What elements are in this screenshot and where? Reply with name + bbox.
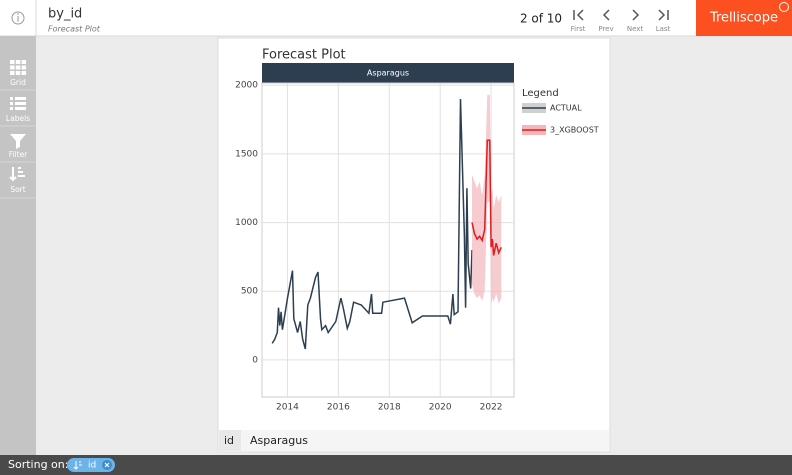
sidebar bbox=[0, 36, 36, 455]
legend-title: Legend bbox=[522, 88, 559, 99]
grid-icon-cell bbox=[10, 65, 15, 70]
y-tick-label: 500 bbox=[241, 287, 258, 297]
next-icon[interactable] bbox=[632, 9, 640, 21]
prev-icon[interactable] bbox=[602, 9, 610, 21]
info-icon[interactable] bbox=[11, 11, 25, 25]
sidebar-label[interactable]: Labels bbox=[6, 114, 30, 123]
grid-icon[interactable] bbox=[10, 60, 27, 75]
grid-icon-cell bbox=[15, 65, 21, 70]
strip-label: Asparagus bbox=[367, 69, 409, 78]
grid-icon-cell bbox=[10, 71, 15, 75]
brand-button[interactable] bbox=[696, 0, 792, 36]
info-icon-dot bbox=[17, 13, 19, 15]
chip-remove-x bbox=[104, 462, 110, 468]
labels-icon[interactable] bbox=[10, 97, 26, 110]
x-tick-label: 2016 bbox=[327, 403, 350, 413]
panel-label-value: Asparagus bbox=[250, 434, 308, 447]
sidebar-label[interactable]: Grid bbox=[10, 78, 26, 87]
nav-label[interactable]: Last bbox=[656, 25, 671, 33]
chart: Forecast Plot Asparagus 0 500 1000 1500 2000 20… bbox=[235, 48, 599, 413]
help-icon[interactable] bbox=[779, 2, 789, 12]
series-line bbox=[471, 139, 502, 256]
x-tick-label: 2014 bbox=[276, 403, 299, 413]
grid-icon-cell bbox=[21, 71, 27, 75]
filter-icon[interactable] bbox=[10, 134, 26, 149]
header-bar bbox=[0, 0, 792, 36]
display-subtitle: Forecast Plot bbox=[48, 25, 101, 34]
chip-sort-icon bbox=[73, 461, 82, 470]
sidebar-label[interactable]: Sort bbox=[10, 185, 25, 194]
legend-label: 3_XGBOOST bbox=[550, 126, 599, 135]
chart-title: Forecast Plot bbox=[262, 48, 346, 63]
panel-label-row bbox=[219, 430, 609, 451]
brand[interactable]: Trelliscope bbox=[709, 11, 778, 26]
x-tick-label: 2020 bbox=[429, 403, 452, 413]
sort-icon[interactable] bbox=[9, 167, 25, 182]
legend-label: ACTUAL bbox=[550, 104, 582, 113]
footer-label: Sorting on: bbox=[8, 458, 68, 471]
y-tick-label: 2000 bbox=[235, 81, 258, 91]
nav-label[interactable]: Prev bbox=[598, 25, 613, 33]
grid-icon-cell bbox=[10, 60, 15, 64]
panel-label-key: id bbox=[224, 434, 234, 447]
grid-icon-cell bbox=[15, 60, 21, 64]
nav-label[interactable]: Next bbox=[627, 25, 644, 33]
pagination: 2 of 10 bbox=[520, 12, 562, 26]
y-tick-label: 0 bbox=[252, 355, 258, 365]
y-tick-label: 1500 bbox=[235, 149, 258, 159]
sort-chip-label[interactable]: id bbox=[88, 461, 96, 471]
strip bbox=[262, 63, 514, 83]
first-icon[interactable] bbox=[573, 9, 584, 21]
last-icon[interactable] bbox=[658, 9, 669, 21]
grid-icon-cell bbox=[21, 65, 27, 70]
x-tick-label: 2018 bbox=[378, 403, 401, 413]
sidebar-label[interactable]: Filter bbox=[9, 150, 28, 159]
grid-icon-cell bbox=[15, 71, 21, 75]
series-line bbox=[271, 98, 473, 350]
grid-icon-cell bbox=[21, 60, 27, 64]
y-tick-label: 1000 bbox=[235, 218, 258, 228]
footer bbox=[0, 455, 792, 475]
panel-label-key-cell bbox=[219, 430, 241, 451]
display-title: by_id bbox=[48, 7, 82, 22]
x-tick-label: 2022 bbox=[480, 403, 503, 413]
nav-label[interactable]: First bbox=[571, 25, 586, 33]
